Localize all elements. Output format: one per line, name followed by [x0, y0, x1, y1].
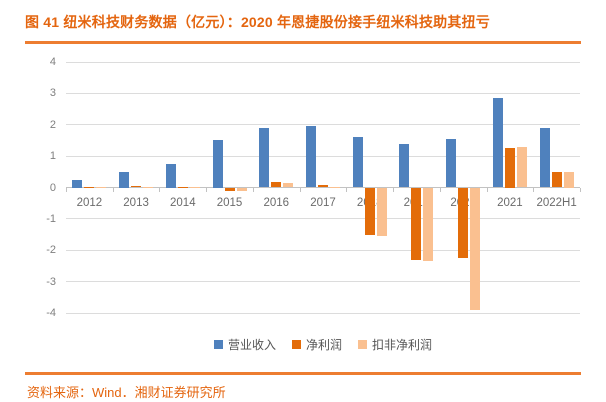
bar: [551, 172, 562, 188]
bar: [470, 187, 481, 310]
bar: [563, 171, 574, 188]
gridline: [66, 312, 580, 314]
bar: [271, 182, 282, 188]
bar: [143, 186, 154, 188]
bar: [423, 187, 434, 262]
source-note: 资料来源：Wind．湘财证券研究所: [27, 385, 226, 400]
bar: [352, 137, 363, 188]
axis-tick: [580, 187, 581, 192]
y-tick-label: 2: [49, 118, 56, 131]
bar: [119, 171, 130, 188]
bar: [189, 186, 200, 188]
legend-item: 营业收入: [213, 336, 276, 353]
axis-tick: [533, 187, 535, 192]
x-tick-label: 2014: [170, 197, 196, 209]
y-tick-label: 3: [49, 87, 56, 100]
bar: [458, 187, 469, 259]
axis-tick: [346, 187, 348, 192]
gridline: [66, 281, 580, 283]
bar: [376, 187, 387, 237]
legend-item: 净利润: [291, 336, 342, 353]
bar: [212, 140, 223, 188]
gridline: [66, 155, 580, 157]
figure-title: 图 41 纽米科技财务数据（亿元）：2020 年恩捷股份接手纽米科技助其扭亏: [25, 14, 490, 30]
y-tick-label: -3: [46, 275, 56, 288]
bar: [177, 186, 188, 188]
footer-divider: [25, 372, 581, 375]
bar: [411, 187, 422, 260]
bar: [364, 187, 375, 235]
bar: [446, 138, 457, 188]
legend-swatch: [358, 340, 367, 349]
bar: [318, 185, 328, 188]
bar: [131, 186, 142, 188]
bar: [504, 148, 515, 188]
bar: [306, 126, 316, 188]
axis-tick: [393, 187, 395, 192]
legend-swatch: [291, 340, 301, 349]
bar: [283, 183, 294, 188]
bar: [224, 187, 235, 191]
bar: [330, 186, 340, 188]
axis-tick: [112, 187, 114, 192]
gridline: [66, 92, 580, 94]
x-tick-label: 2013: [123, 197, 149, 209]
bar: [259, 127, 270, 188]
x-tick-label: 2016: [263, 197, 290, 209]
bar: [516, 147, 527, 188]
y-tick-label: 4: [49, 56, 56, 68]
legend-item: 扣非净利润: [358, 336, 432, 353]
legend-swatch: [213, 340, 223, 349]
x-tick-label: 2017: [310, 197, 336, 209]
axis-tick: [206, 187, 208, 192]
legend-label: 扣非净利润: [372, 338, 433, 352]
gridline: [66, 124, 580, 126]
y-tick-label: -1: [46, 212, 56, 225]
x-tick-label: 2015: [216, 197, 243, 209]
axis-tick: [439, 187, 441, 192]
legend-label: 净利润: [305, 338, 342, 352]
y-tick-label: 0: [49, 181, 56, 194]
axis-tick: [252, 187, 254, 192]
gridline: [66, 249, 580, 251]
y-tick-label: 1: [49, 150, 56, 163]
bar: [96, 186, 107, 188]
axis-tick: [299, 187, 301, 192]
y-tick-label: -4: [46, 307, 56, 319]
x-tick-label: 2021: [497, 197, 523, 209]
gridline: [66, 218, 580, 220]
legend-label: 营业收入: [227, 338, 276, 352]
axis-tick: [486, 187, 488, 192]
y-tick-label: -2: [46, 244, 56, 257]
bar: [236, 187, 247, 192]
bar: [492, 98, 503, 188]
bar: [399, 143, 410, 188]
bar: [84, 186, 95, 188]
bar: [165, 163, 176, 188]
x-axis-line: [66, 187, 580, 188]
x-tick-label: 2022H1: [536, 197, 577, 209]
gridline: [66, 61, 580, 63]
bar: [539, 127, 550, 188]
bar: [72, 179, 83, 188]
chart-legend: 营业收入 净利润 扣非净利润: [66, 336, 580, 353]
x-tick-label: 2012: [76, 197, 103, 209]
axis-tick: [159, 187, 161, 192]
title-divider: [25, 41, 581, 44]
axis-tick: [66, 187, 67, 192]
